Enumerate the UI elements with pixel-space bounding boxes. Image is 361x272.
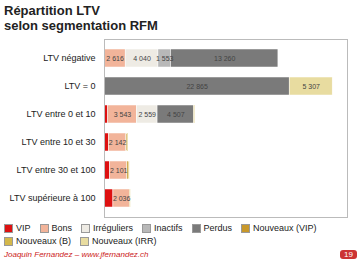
html-text:19: 19 [344,250,353,259]
html-text:Perdus: Perdus [203,223,233,233]
svg-text:2 101: 2 101 [110,167,128,174]
svg-text:5 307: 5 307 [302,83,320,90]
html-text:Inactifs: Inactifs [154,223,183,233]
svg-text:2 036: 2 036 [113,195,131,202]
html-text:Nouveaux (IRR): Nouveaux (IRR) [92,236,157,246]
html-text:Bons: Bons [51,223,72,233]
svg-text:LTV entre 0 et 10: LTV entre 0 et 10 [27,109,96,119]
svg-text:3 543: 3 543 [114,111,132,118]
html-text:VIP: VIP [16,223,31,233]
svg-text:LTV = 0: LTV = 0 [64,81,95,91]
html-text:selon segmentation RFM: selon segmentation RFM [4,18,158,33]
svg-text:4 040: 4 040 [133,55,151,62]
html-text:Nouveaux (VIP): Nouveaux (VIP) [253,223,317,233]
svg-text:LTV entre 30 et 100: LTV entre 30 et 100 [17,165,96,175]
svg-text:LTV entre 10 et 30: LTV entre 10 et 30 [22,137,96,147]
svg-text:LTV supérieure à 100: LTV supérieure à 100 [10,193,96,203]
html-text:Irréguliers: Irréguliers [93,223,133,233]
svg-text:2 559: 2 559 [138,111,156,118]
svg-text:22 865: 22 865 [186,83,208,90]
svg-text:2 616: 2 616 [106,55,124,62]
html-text:Nouveaux (B): Nouveaux (B) [16,236,71,246]
html-text:Répartition LTV: Répartition LTV [4,3,100,18]
svg-text:2 142: 2 142 [109,139,127,146]
svg-text:4 507: 4 507 [167,111,185,118]
svg-text:1 553: 1 553 [156,55,174,62]
html-text:Joaquin Fernandez – www.jferna: Joaquin Fernandez – www.jfernandez.ch [4,250,149,259]
svg-text:LTV négative: LTV négative [43,53,95,63]
svg-text:13 260: 13 260 [214,55,236,62]
